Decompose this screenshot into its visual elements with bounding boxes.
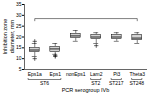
svg-text:Theta3: Theta3 bbox=[129, 71, 145, 77]
svg-text:20: 20 bbox=[16, 34, 22, 40]
svg-text:diameter, mm: diameter, mm bbox=[9, 19, 15, 53]
svg-text:ST217: ST217 bbox=[109, 80, 124, 86]
svg-text:25: 25 bbox=[16, 23, 22, 29]
svg-text:Pi3: Pi3 bbox=[113, 71, 120, 77]
svg-text:Lam2: Lam2 bbox=[90, 71, 103, 77]
svg-text:ST2: ST2 bbox=[91, 80, 100, 86]
svg-text:PCR serogroup IVb: PCR serogroup IVb bbox=[62, 87, 110, 93]
svg-text:5: 5 bbox=[19, 66, 22, 72]
svg-text:35: 35 bbox=[16, 1, 22, 7]
svg-text:Inhibition zone: Inhibition zone bbox=[2, 19, 8, 54]
svg-text:30: 30 bbox=[16, 12, 22, 18]
svg-text:ST248: ST248 bbox=[129, 80, 144, 86]
svg-text:10: 10 bbox=[16, 55, 22, 61]
svg-text:nonEps1: nonEps1 bbox=[66, 71, 86, 77]
svg-text:Eps1a: Eps1a bbox=[28, 71, 42, 77]
svg-text:Eps1: Eps1 bbox=[50, 71, 62, 77]
svg-text:15: 15 bbox=[16, 44, 22, 50]
svg-text:ST6: ST6 bbox=[40, 80, 49, 86]
